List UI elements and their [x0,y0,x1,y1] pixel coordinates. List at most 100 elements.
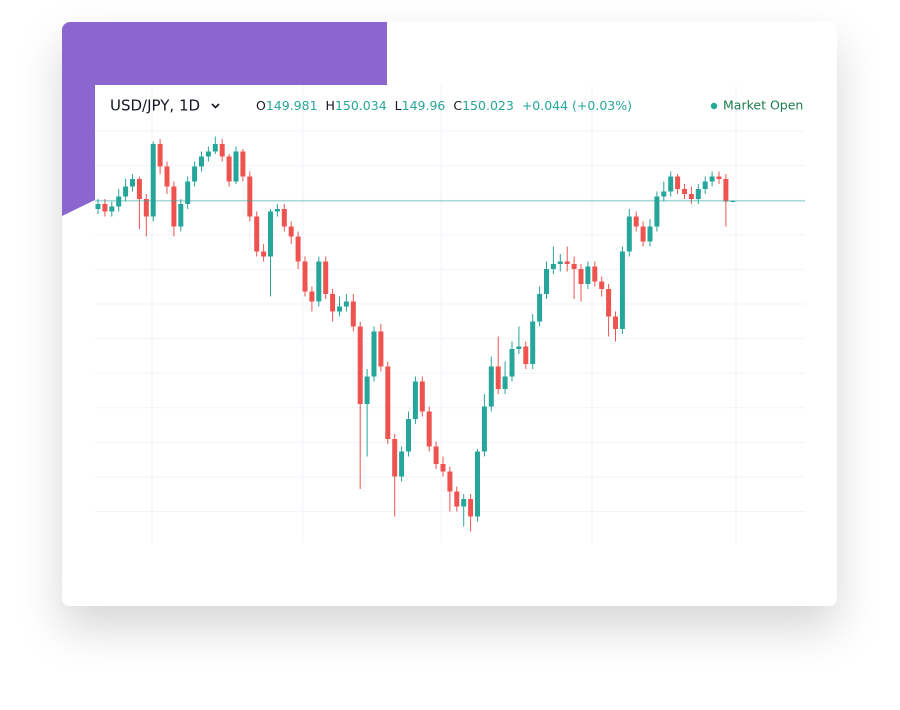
candle-body [626,216,632,252]
candle-body [682,189,687,194]
candle-body [109,206,115,212]
candle-body [688,194,694,199]
candle-body [557,261,563,264]
candle-body [723,179,729,202]
candle-body [95,204,101,209]
ohlc-label: L [395,98,402,113]
candle-body [233,151,239,182]
candle-body [399,451,405,477]
candle-body [516,346,522,349]
ohlc-value: 149.96 [402,98,446,113]
ohlc-label: O [256,98,266,113]
candle-body [675,176,681,189]
symbol-title[interactable]: USD/JPY, 1D [110,97,200,115]
candle-body [302,261,308,292]
candle-body [619,251,625,329]
candle-body [130,179,135,187]
ohlc-label: C [453,98,462,113]
candle-body [261,251,267,257]
candle-body [350,301,356,327]
candle-body [164,166,170,187]
candle-body [537,294,543,322]
candle-body [192,166,198,182]
candle-body [654,196,660,227]
candle-body [447,471,453,492]
candle-body [281,209,287,227]
candle-body [564,261,570,264]
ohlc-value: 150.034 [335,98,387,113]
candle-body [254,216,260,252]
candle-body [330,294,336,312]
candle-body [716,176,722,179]
candle-body [440,464,446,472]
candle-body [730,200,736,202]
candle-body [247,176,253,217]
candle-body [123,186,129,197]
candle-body [426,411,432,447]
candle-body [461,499,467,507]
candle-body [530,321,536,364]
candle-body [274,209,280,212]
candle-body [178,204,184,227]
candle-body [695,189,701,199]
ohlc-value: 149.981 [266,98,318,113]
candle-body [509,349,515,377]
candle-body [633,216,639,227]
candle-body [205,151,211,157]
candle-body [136,179,142,199]
candle-body [475,451,480,517]
candle-body [385,366,391,439]
candle-body [337,306,342,312]
candle-body [143,199,149,217]
candle-body [406,419,411,452]
candle-body [661,191,667,197]
candle-body [481,406,487,452]
candle-body [502,376,508,389]
candle-body [226,156,232,182]
candle-body [288,226,294,237]
candle-body [212,144,218,152]
candle-body [199,156,204,167]
candle-body [599,281,605,289]
ohlc-value: 150.023 [462,98,514,113]
plot [95,136,805,532]
candle-body [268,211,273,257]
market-status: Market Open [723,98,803,113]
candle-body [185,181,191,204]
candle-body [709,176,715,182]
candle-body [412,381,418,419]
candle-body [240,151,246,177]
candle-body [343,301,349,307]
candle-body [702,181,708,189]
candle-body [309,291,315,302]
ohlc-values: O149.981 H150.034 L149.96 C150.023 +0.044 (+… [256,98,632,113]
candle-body [116,196,122,207]
candle-body [364,376,370,404]
candle-body [613,316,618,329]
ohlc-legend: O149.981 H150.034 L149.96 C150.023 +0.044 (+… [256,98,632,113]
candle-body [495,366,501,389]
candle-body [219,144,225,157]
candle-body [578,269,584,284]
candle-body [419,381,425,412]
candle-body [640,226,646,242]
candle-body [571,264,577,269]
candle-body [550,264,556,269]
candle-body [295,236,301,262]
candle-body [378,331,384,367]
grid [95,85,805,543]
candle-body [647,226,653,242]
candle-body [606,289,612,317]
status-dot [710,102,718,110]
candle-body [150,144,156,217]
candle-body [357,326,363,404]
candle-body [102,204,108,212]
change: +0.044 (+0.03%) [522,98,632,113]
ohlc-label: H [326,98,335,113]
interval-chevron[interactable] [211,103,220,109]
candle-body [544,269,549,294]
candle-body [392,439,398,477]
candle-body [157,144,163,167]
candle-body [668,176,674,192]
